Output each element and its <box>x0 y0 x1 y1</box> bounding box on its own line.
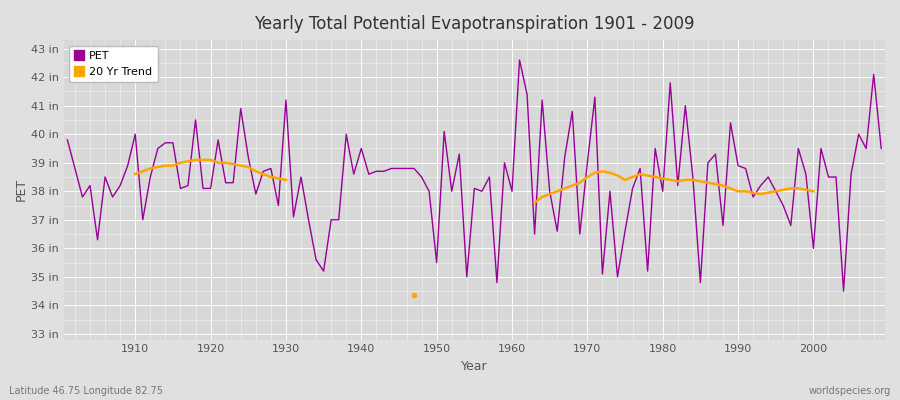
Title: Yearly Total Potential Evapotranspiration 1901 - 2009: Yearly Total Potential Evapotranspiratio… <box>254 15 695 33</box>
Text: worldspecies.org: worldspecies.org <box>809 386 891 396</box>
Y-axis label: PET: PET <box>15 178 28 202</box>
Legend: PET, 20 Yr Trend: PET, 20 Yr Trend <box>69 46 158 82</box>
X-axis label: Year: Year <box>461 360 488 373</box>
Text: Latitude 46.75 Longitude 82.75: Latitude 46.75 Longitude 82.75 <box>9 386 163 396</box>
